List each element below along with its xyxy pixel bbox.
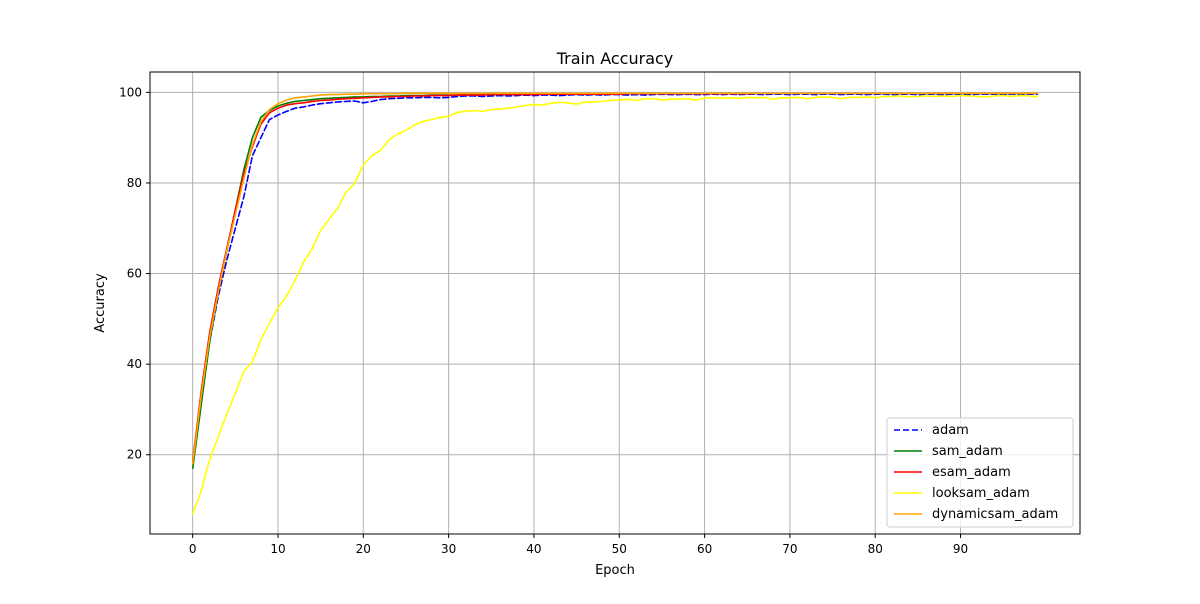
x-tick-label: 50 xyxy=(612,542,627,556)
x-tick-label: 20 xyxy=(356,542,371,556)
plot-frame xyxy=(149,71,1081,535)
legend-label-esam-adam: esam_adam xyxy=(932,465,1011,480)
x-tick-label: 0 xyxy=(189,542,197,556)
y-tick-label: 20 xyxy=(127,448,142,462)
chart-title: Train Accuracy xyxy=(556,49,674,68)
y-axis-label: Accuracy xyxy=(93,273,108,333)
legend: adam sam_adam esam_adam looksam_adamdynamic… xyxy=(886,417,1074,528)
y-tick-label: 80 xyxy=(127,176,142,190)
x-tick-label: 40 xyxy=(526,542,541,556)
y-tick-label: 40 xyxy=(127,357,142,371)
x-tick-label: 60 xyxy=(697,542,712,556)
x-tick-label: 80 xyxy=(868,542,883,556)
legend-label-dynamicsam-adam: dynamicsam_adam xyxy=(932,507,1058,522)
legend-items: adam sam_adam esam_adam looksam_adamdynamic… xyxy=(894,423,1058,522)
x-axis-label: Epoch xyxy=(595,563,635,578)
legend-label-sam-adam: sam_adam xyxy=(932,444,1003,459)
y-axis-ticks: 20 40 60 80 100 xyxy=(119,85,150,462)
x-axis-ticks: 0 10 20 30 40 50 60 70 80 90 xyxy=(189,534,968,556)
x-tick-label: 70 xyxy=(782,542,797,556)
x-tick-label: 10 xyxy=(270,542,285,556)
series-lines xyxy=(191,92,1039,515)
grid xyxy=(150,72,1080,534)
x-tick-label: 90 xyxy=(953,542,968,556)
series-line-dynamicsam-adam xyxy=(191,92,1039,465)
x-tick-label: 30 xyxy=(441,542,456,556)
legend-label-adam: adam xyxy=(932,423,969,438)
y-tick-label: 100 xyxy=(119,85,142,99)
legend-label-looksam-adam: looksam_adam xyxy=(932,486,1030,501)
series-line-looksam-adam xyxy=(191,94,1039,515)
y-tick-label: 60 xyxy=(127,267,142,281)
legend-box xyxy=(886,417,1074,528)
